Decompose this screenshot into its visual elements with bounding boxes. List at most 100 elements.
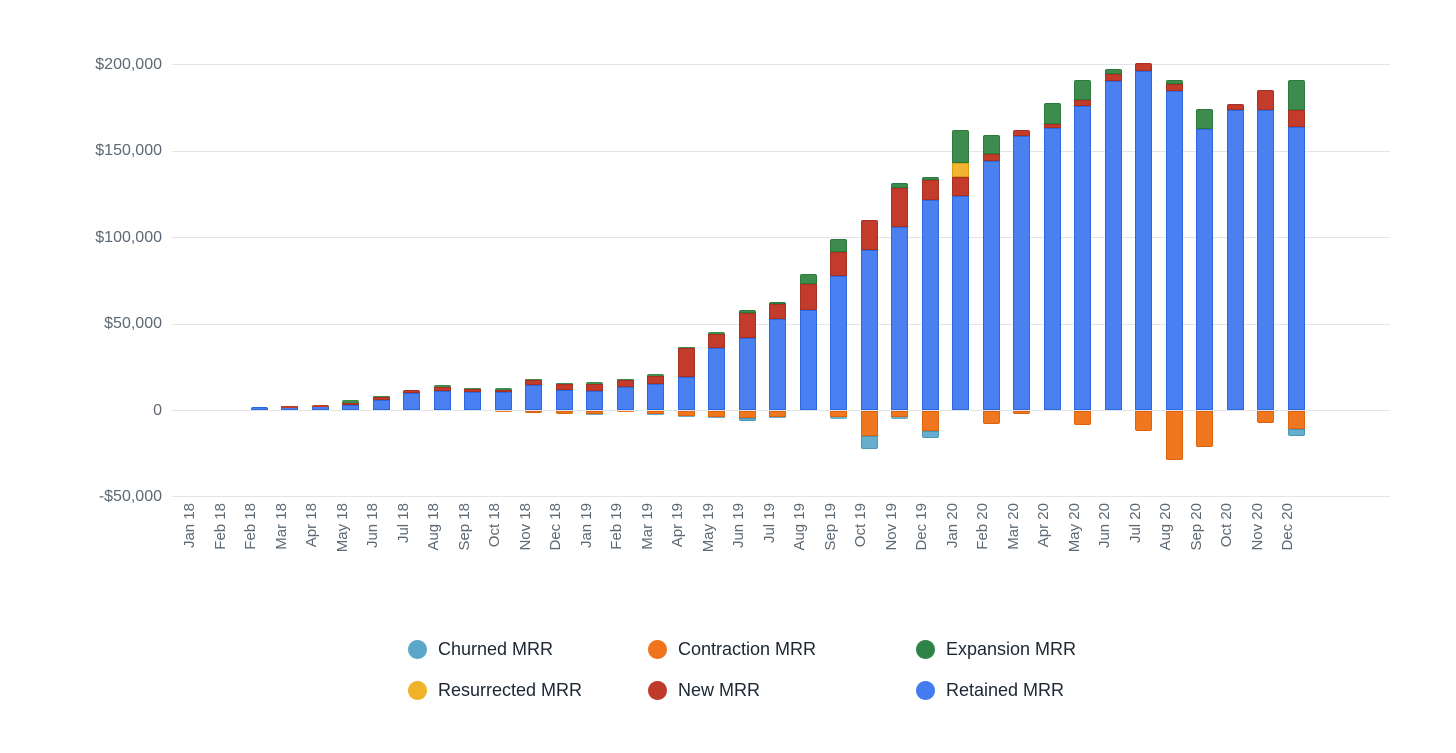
bar-segment[interactable]: [403, 393, 420, 411]
bar-segment[interactable]: [921, 199, 939, 411]
bar-segment[interactable]: [769, 318, 786, 411]
bar-segment[interactable]: [860, 219, 878, 250]
bar-segment[interactable]: [769, 301, 786, 305]
bar-segment[interactable]: [586, 381, 603, 384]
bar-segment[interactable]: [860, 436, 878, 450]
bar-segment[interactable]: [1074, 106, 1091, 411]
bar-segment[interactable]: [586, 410, 603, 414]
bar-segment[interactable]: [677, 410, 695, 416]
bar-segment[interactable]: [982, 153, 1000, 161]
bar-segment[interactable]: [555, 389, 573, 411]
bar-segment[interactable]: [1074, 80, 1091, 101]
legend-item[interactable]: Contraction MRR: [648, 638, 816, 660]
bar-segment[interactable]: [616, 410, 634, 413]
bar-segment[interactable]: [1287, 109, 1305, 128]
bar-segment[interactable]: [708, 333, 725, 349]
bar-segment[interactable]: [799, 284, 817, 311]
bar-segment[interactable]: [464, 392, 481, 411]
bar-segment[interactable]: [921, 431, 939, 439]
bar-segment[interactable]: [738, 312, 756, 338]
bar-segment[interactable]: [769, 410, 786, 417]
bar-segment[interactable]: [769, 304, 786, 319]
bar-segment[interactable]: [830, 416, 847, 419]
bar-segment[interactable]: [1287, 428, 1305, 437]
bar-segment[interactable]: [891, 227, 908, 411]
bar-segment[interactable]: [1043, 127, 1061, 411]
bar-segment[interactable]: [1104, 81, 1122, 411]
bar-segment[interactable]: [891, 183, 908, 189]
bar-segment[interactable]: [1165, 90, 1183, 411]
bar-segment[interactable]: [525, 410, 542, 414]
bar-segment[interactable]: [1043, 123, 1061, 128]
bar-segment[interactable]: [1104, 74, 1122, 82]
bar-segment[interactable]: [1287, 79, 1305, 110]
bar-segment[interactable]: [1135, 70, 1152, 411]
bar-segment[interactable]: [494, 410, 512, 413]
bar-segment[interactable]: [982, 134, 1000, 154]
bar-segment[interactable]: [555, 382, 573, 385]
bar-segment[interactable]: [952, 129, 969, 163]
legend-item[interactable]: Churned MRR: [408, 638, 553, 660]
bar-segment[interactable]: [982, 160, 1000, 411]
bar-segment[interactable]: [677, 376, 695, 411]
bar-segment[interactable]: [647, 383, 664, 411]
bar-segment[interactable]: [677, 415, 695, 418]
bar-segment[interactable]: [708, 416, 725, 419]
bar-segment[interactable]: [1104, 69, 1122, 75]
bar-segment[interactable]: [891, 188, 908, 228]
bar-segment[interactable]: [647, 413, 664, 416]
bar-segment[interactable]: [921, 410, 939, 432]
bar-segment[interactable]: [799, 310, 817, 411]
bar-segment[interactable]: [860, 249, 878, 411]
bar-segment[interactable]: [616, 378, 634, 381]
bar-segment[interactable]: [1165, 79, 1183, 84]
legend-item[interactable]: Retained MRR: [916, 679, 1064, 701]
bar-segment[interactable]: [677, 348, 695, 377]
bar-segment[interactable]: [830, 410, 847, 417]
bar-segment[interactable]: [708, 348, 725, 411]
bar-segment[interactable]: [403, 390, 420, 394]
bar-segment[interactable]: [342, 405, 359, 411]
bar-segment[interactable]: [799, 273, 817, 285]
bar-segment[interactable]: [525, 384, 542, 411]
bar-segment[interactable]: [647, 410, 664, 414]
bar-segment[interactable]: [372, 396, 390, 400]
bar-segment[interactable]: [677, 346, 695, 349]
bar-segment[interactable]: [1257, 410, 1274, 423]
bar-segment[interactable]: [250, 407, 268, 411]
bar-segment[interactable]: [1013, 135, 1030, 411]
bar-segment[interactable]: [586, 383, 603, 391]
bar-segment[interactable]: [311, 405, 329, 407]
bar-segment[interactable]: [433, 385, 451, 388]
bar-segment[interactable]: [830, 238, 847, 252]
bar-segment[interactable]: [1196, 128, 1213, 411]
bar-segment[interactable]: [342, 402, 359, 406]
bar-segment[interactable]: [555, 410, 573, 414]
bar-segment[interactable]: [525, 380, 542, 385]
bar-segment[interactable]: [921, 179, 939, 200]
bar-segment[interactable]: [982, 410, 1000, 425]
bar-segment[interactable]: [1043, 102, 1061, 124]
bar-segment[interactable]: [372, 395, 390, 398]
legend-item[interactable]: New MRR: [648, 679, 760, 701]
bar-segment[interactable]: [433, 387, 451, 391]
bar-segment[interactable]: [891, 410, 908, 417]
bar-segment[interactable]: [555, 383, 573, 390]
bar-segment[interactable]: [372, 399, 390, 411]
bar-segment[interactable]: [952, 177, 969, 197]
bar-segment[interactable]: [464, 389, 481, 393]
bar-segment[interactable]: [1226, 109, 1244, 411]
bar-segment[interactable]: [830, 275, 847, 411]
bar-segment[interactable]: [1074, 410, 1091, 426]
bar-segment[interactable]: [738, 410, 756, 419]
bar-segment[interactable]: [921, 177, 939, 180]
bar-segment[interactable]: [494, 388, 512, 390]
bar-segment[interactable]: [616, 380, 634, 388]
bar-segment[interactable]: [738, 310, 756, 313]
bar-segment[interactable]: [616, 387, 634, 411]
bar-segment[interactable]: [1165, 410, 1183, 460]
bar-segment[interactable]: [1135, 410, 1152, 432]
bar-segment[interactable]: [952, 196, 969, 411]
bar-segment[interactable]: [860, 410, 878, 437]
bar-segment[interactable]: [647, 375, 664, 384]
